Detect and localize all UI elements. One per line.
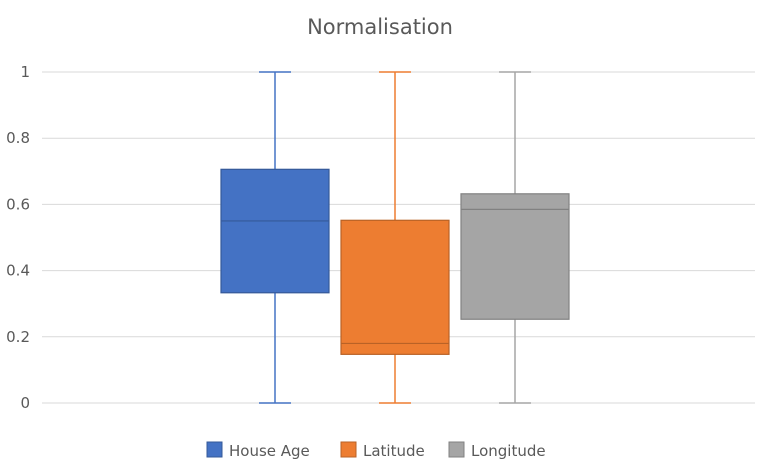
y-tick-label-3: 0.6 [6, 195, 30, 213]
boxes [220, 71, 570, 404]
legend-label: House Age [229, 442, 310, 460]
legend-item-3: Longitude [448, 441, 546, 460]
legend-swatch [448, 441, 465, 458]
box-2 [340, 71, 450, 404]
legend-label: Latitude [363, 442, 425, 460]
chart-title: Normalisation [307, 15, 453, 39]
y-axis-ticks: 0 0.2 0.4 0.6 0.8 1 [6, 63, 30, 412]
box-iqr [460, 193, 570, 320]
box-iqr [220, 168, 330, 294]
y-tick-label-4: 0.8 [6, 129, 30, 147]
y-tick-label-1: 0.2 [6, 328, 30, 346]
y-tick-label-0: 0 [20, 394, 30, 412]
box-3 [460, 71, 570, 404]
legend-label: Longitude [471, 442, 546, 460]
y-tick-label-5: 1 [20, 63, 30, 81]
legend-swatch [340, 441, 357, 458]
legend-swatch [206, 441, 223, 458]
y-tick-label-2: 0.4 [6, 262, 30, 280]
legend-item-2: Latitude [340, 441, 425, 460]
legend-item-1: House Age [206, 441, 310, 460]
box-iqr [340, 219, 450, 355]
legend: House Age Latitude Longitude [206, 441, 546, 460]
box-1 [220, 71, 330, 404]
